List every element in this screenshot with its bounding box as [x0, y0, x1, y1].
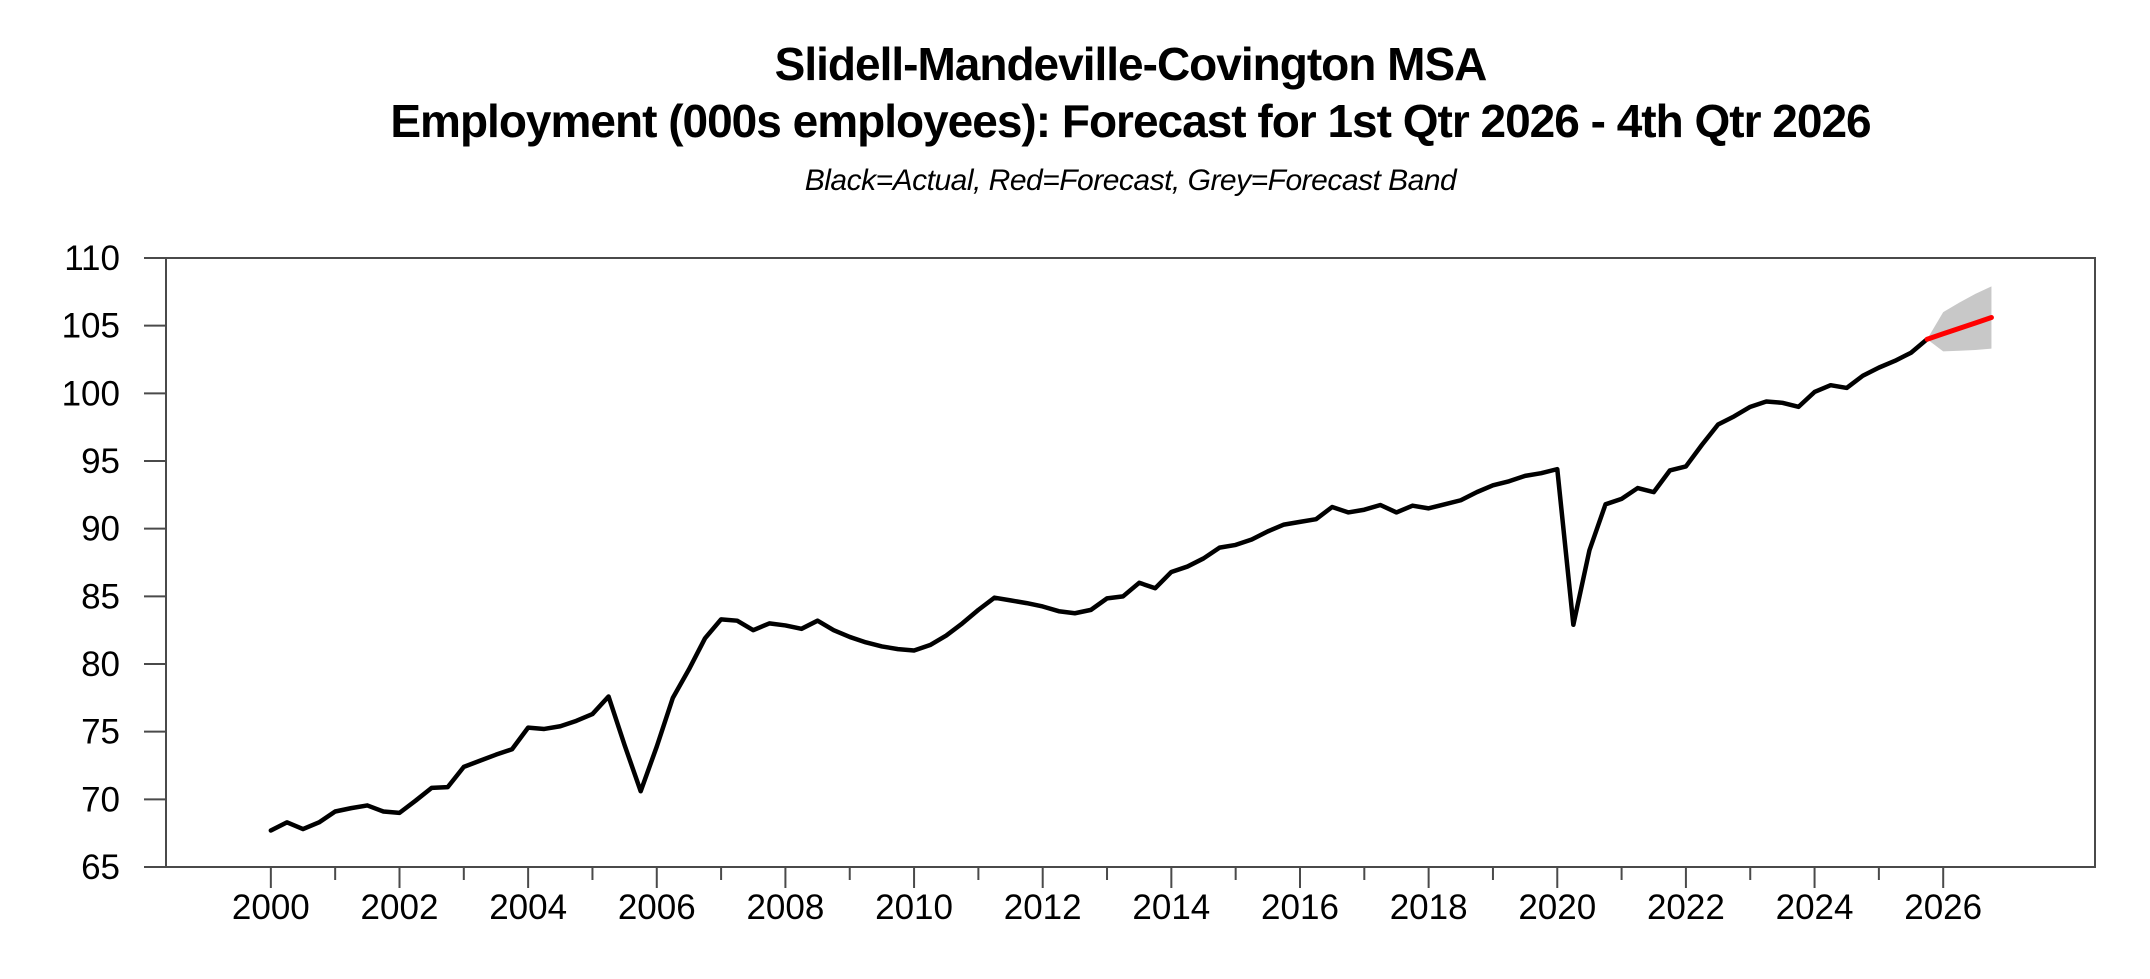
- y-axis-tick-label: 95: [81, 442, 120, 481]
- chart-header: Slidell-Mandeville-Covington MSA Employm…: [166, 36, 2095, 198]
- y-axis-tick-label: 110: [64, 239, 120, 278]
- forecast-series-line: [1924, 315, 1994, 342]
- x-axis-tick-label: 2022: [1647, 888, 1725, 927]
- x-axis-tick-label: 2008: [746, 888, 824, 927]
- x-axis-tick-label: 2014: [1132, 888, 1210, 927]
- x-axis-tick-label: 2006: [618, 888, 696, 927]
- actual-series-line: [268, 336, 1930, 833]
- y-axis-tick-label: 105: [62, 307, 120, 346]
- x-axis-tick-label: 2020: [1518, 888, 1596, 927]
- x-axis-tick-label: 2012: [1004, 888, 1082, 927]
- y-axis-tick-label: 90: [81, 510, 120, 549]
- chart-legend-note: Black=Actual, Red=Forecast, Grey=Forecas…: [804, 164, 1457, 197]
- x-axis-tick-label: 2016: [1261, 888, 1339, 927]
- y-axis-tick-label: 65: [81, 848, 120, 887]
- chart-title-line1: Slidell-Mandeville-Covington MSA: [774, 38, 1488, 90]
- x-axis-tick-label: 2000: [232, 888, 310, 927]
- y-axis-tick-label: 80: [81, 645, 120, 684]
- x-axis-tick-label: 2002: [361, 888, 439, 927]
- x-axis-tick-label: 2010: [875, 888, 953, 927]
- y-axis-tick-label: 100: [62, 374, 120, 413]
- plot-border: [165, 257, 2096, 868]
- x-axis-tick-label: 2018: [1390, 888, 1468, 927]
- chart-title-line2: Employment (000s employees): Forecast fo…: [390, 95, 1871, 147]
- x-axis-tick-label: 2024: [1776, 888, 1854, 927]
- y-axis-tick-label: 70: [81, 780, 120, 819]
- y-axis-tick-label: 75: [81, 713, 120, 752]
- x-axis-tick-label: 2026: [1904, 888, 1982, 927]
- x-axis-tick-label: 2004: [489, 888, 567, 927]
- y-axis-tick-label: 85: [81, 577, 120, 616]
